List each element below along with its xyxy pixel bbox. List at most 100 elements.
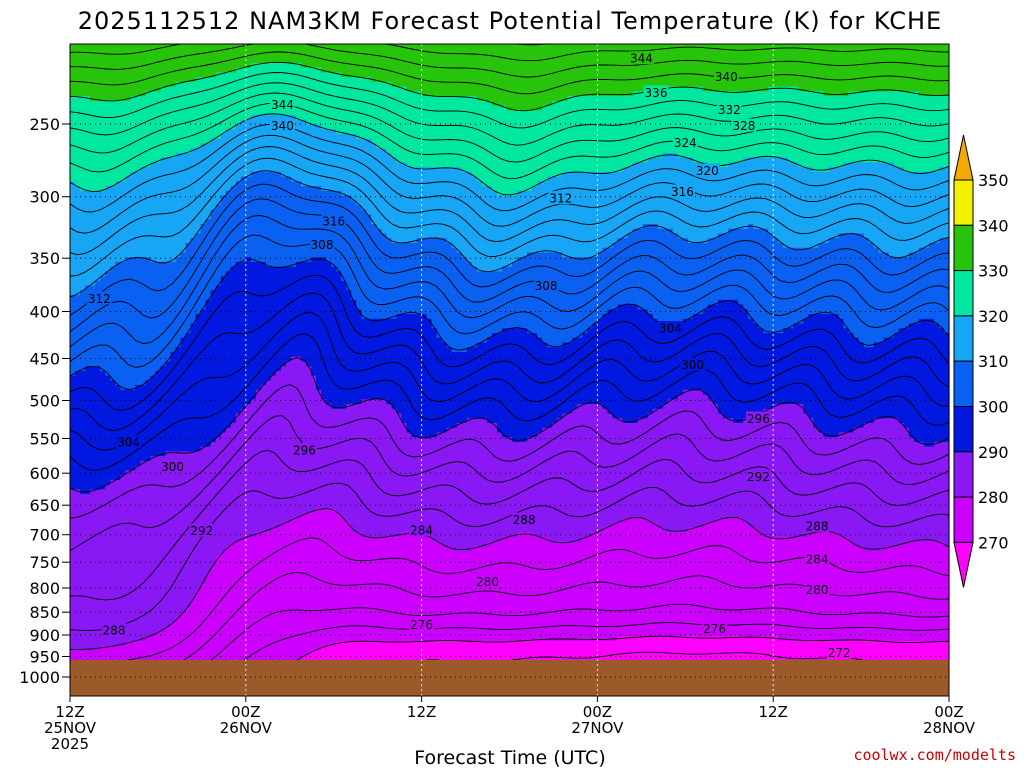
terrain-area: [70, 659, 949, 696]
color-band-cell: [371, 214, 950, 220]
color-band-cell: [406, 423, 458, 429]
color-band-cell: [883, 337, 950, 344]
color-band-cell: [727, 162, 799, 168]
color-band-cell: [376, 224, 644, 230]
color-band-cell: [356, 299, 719, 306]
color-band-cell: [70, 86, 162, 92]
color-band-cell: [717, 517, 744, 524]
color-band-cell: [291, 356, 302, 363]
color-band-cell: [105, 370, 156, 377]
color-band-cell: [622, 418, 639, 424]
contour-label-text: 316: [671, 185, 694, 199]
color-band-cell: [562, 252, 598, 258]
contour-label-text: 308: [311, 238, 334, 252]
y-tick-label: 700: [29, 526, 60, 545]
color-band-cell: [230, 186, 322, 192]
color-band-cell: [873, 242, 930, 249]
color-band-cell: [677, 394, 709, 400]
color-band-cell: [200, 228, 383, 235]
contour-line-334: [70, 43, 950, 78]
color-band-cell: [260, 385, 317, 391]
x-axis-label: Forecast Time (UTC): [414, 747, 605, 768]
contour-label-backdrop: [189, 523, 215, 537]
color-band-cell: [476, 342, 548, 348]
color-band-cell: [346, 517, 624, 524]
colorbar-segment: [953, 496, 974, 543]
color-band-cell: [401, 413, 563, 419]
color-band-cell: [321, 67, 950, 74]
contour-label: 304: [658, 321, 684, 336]
color-band-cell: [758, 323, 794, 329]
color-band-cell: [130, 171, 252, 178]
color-band-cell: [180, 337, 443, 344]
contour-label-backdrop: [511, 512, 537, 526]
color-band-cell: [838, 531, 950, 538]
x-tick-label: 26NOV: [220, 719, 273, 737]
color-band-cell: [341, 72, 950, 78]
color-band-cell: [205, 304, 357, 310]
color-band-cell: [818, 242, 875, 249]
color-band-cell: [311, 370, 950, 377]
color-band-cell: [70, 517, 292, 524]
color-band-cell: [235, 261, 267, 268]
contour-label-text: 280: [476, 575, 499, 589]
contour-line-286: [69, 415, 950, 552]
contour-label-text: 292: [190, 524, 213, 538]
color-band-cell: [240, 176, 292, 182]
color-band-cell: [70, 110, 950, 116]
color-band-cell: [501, 432, 538, 438]
color-band-cell: [311, 257, 327, 263]
y-tick-label: 900: [29, 626, 60, 645]
color-band-cell: [617, 304, 639, 310]
color-band-cell: [341, 513, 950, 519]
color-band-cell: [210, 295, 352, 301]
contour-label: 276: [702, 621, 727, 636]
y-tick-label: 550: [29, 430, 60, 449]
contour-label-backdrop: [746, 411, 771, 425]
color-band-cell: [205, 574, 950, 580]
contour-label-backdrop: [309, 237, 335, 251]
color-band-cell: [296, 261, 332, 268]
contour-label: 324: [672, 135, 698, 150]
color-band-cell: [753, 413, 809, 419]
color-band-cell: [748, 314, 809, 320]
color-band-cell: [175, 347, 453, 353]
color-band-cell: [366, 209, 950, 216]
color-band-cell: [80, 186, 106, 192]
color-band-cell: [70, 451, 167, 457]
color-band-cell: [758, 527, 950, 533]
color-band-cell: [597, 318, 659, 325]
color-band-cell: [547, 342, 563, 348]
color-band-cell: [743, 517, 950, 524]
color-band-cell: [70, 285, 86, 291]
color-band-cell: [70, 91, 146, 97]
color-band-cell: [647, 517, 719, 524]
contour-label: 296: [292, 443, 317, 458]
color-band-cell: [316, 380, 950, 386]
color-band-cell: [717, 299, 739, 306]
color-band-cell: [572, 408, 609, 415]
color-band-cell: [647, 413, 724, 419]
color-band-cell: [245, 404, 332, 410]
color-band-cell: [200, 143, 377, 149]
color-band-cell: [105, 484, 950, 490]
color-band-cell: [70, 456, 151, 462]
color-band-cell: [301, 181, 483, 187]
y-tick-label: 450: [29, 350, 60, 369]
contour-label: 288: [511, 512, 537, 527]
color-band-cell: [316, 375, 950, 381]
color-band-cell: [717, 404, 774, 410]
color-band-cell: [70, 138, 212, 145]
color-band-cell: [783, 242, 820, 249]
color-band-cell: [662, 527, 689, 533]
color-band-cell: [235, 181, 302, 187]
y-tick-label: 600: [29, 464, 60, 483]
color-band-cell: [803, 318, 845, 325]
colorbar-segment: [953, 315, 974, 362]
color-band-cell: [306, 361, 950, 367]
color-band-cell: [652, 408, 719, 415]
color-band-cell: [331, 261, 473, 268]
contour-label-text: 328: [732, 119, 755, 133]
color-band-cell: [70, 607, 187, 614]
color-band-cell: [180, 252, 463, 258]
